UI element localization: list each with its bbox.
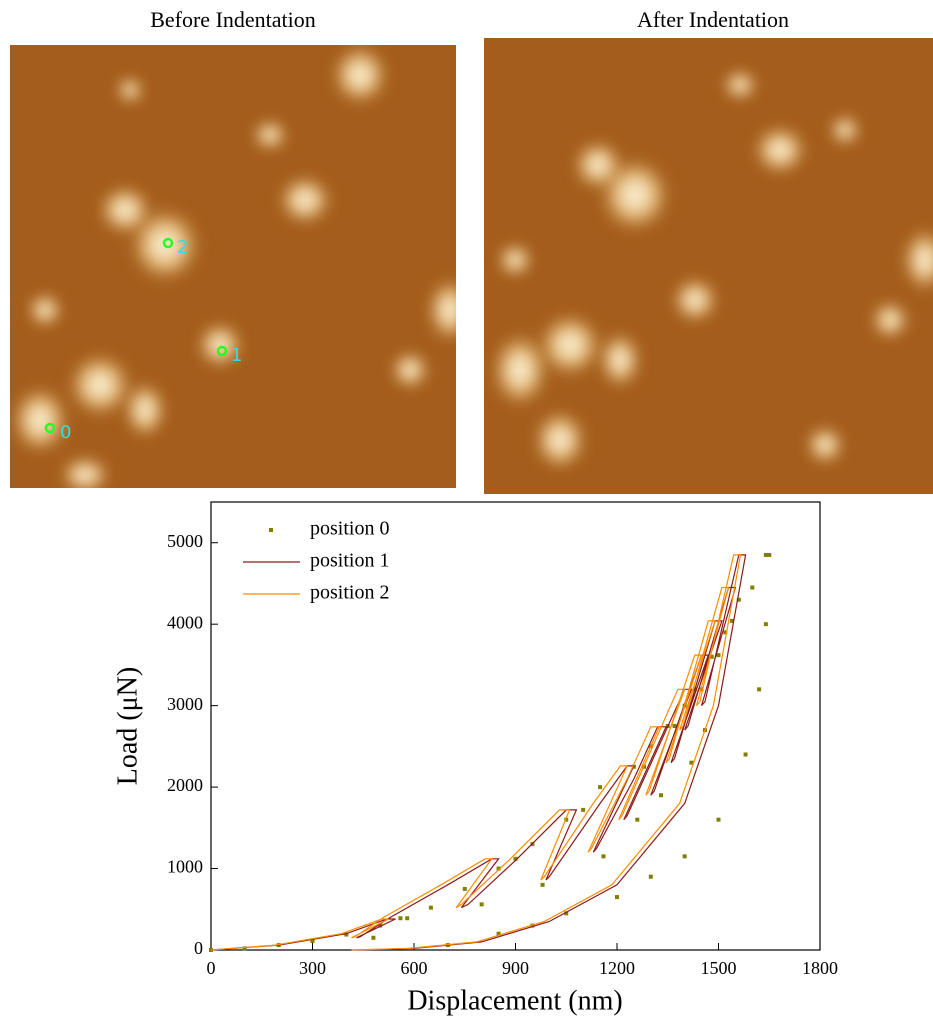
data-point [405,916,410,921]
afm-image: 0 1 2 [10,45,456,488]
x-tick-label: 1800 [802,958,838,978]
plot-frame [210,501,821,951]
data-point [648,874,653,879]
data-point [371,935,376,940]
y-tick-label: 3000 [167,694,203,714]
legend-label: position 1 [310,550,389,572]
data-point [242,946,247,951]
data-point [344,932,349,937]
y-tick-label: 5000 [167,531,203,551]
data-point [378,923,383,928]
data-point [540,882,545,887]
data-point [743,752,748,757]
data-point [564,817,569,822]
data-point [581,807,586,812]
data-point [513,856,518,861]
x-tick-label: 900 [502,958,529,978]
legend-label: position 2 [310,582,389,604]
afm-image [484,38,933,494]
data-point [462,886,467,891]
data-point [730,618,735,623]
image-title: Before Indentation [150,7,316,32]
y-tick-label: 0 [194,938,203,958]
legend-swatch [269,528,273,532]
data-point [757,687,762,692]
y-tick-label: 4000 [167,612,203,632]
data-point [716,653,721,658]
data-point [564,911,569,916]
data-line [210,554,742,951]
y-axis-label: Load (μN) [112,667,143,785]
data-point [699,687,704,692]
x-tick-label: 0 [207,958,216,978]
data-point [767,552,772,557]
data-point [496,931,501,936]
y-tick-label: 1000 [167,857,203,877]
x-axis-label: Displacement (nm) [407,985,622,1016]
data-point [615,895,619,900]
data-line [210,554,747,951]
data-point [658,793,663,798]
data-point [428,905,433,910]
data-point [682,854,687,859]
x-tick-label: 300 [299,958,326,978]
data-point [398,916,403,921]
data-point [601,854,606,859]
data-point [716,817,721,822]
data-point [723,630,728,635]
x-tick-label: 1200 [599,958,635,978]
marker-label: 2 [177,237,188,258]
data-point [750,585,755,590]
data-point [763,622,768,627]
y-tick-label: 2000 [167,775,203,795]
marker-label: 0 [60,422,71,443]
x-tick-label: 600 [401,958,428,978]
legend-label: position 0 [310,518,389,540]
data-point [672,724,677,728]
data-point [736,597,741,602]
data-point [496,866,501,871]
data-point [709,654,714,659]
data-point [598,785,603,790]
x-tick-label: 1500 [701,958,737,978]
marker-label: 1 [231,345,242,366]
data-point [635,817,640,822]
data-point [689,760,694,765]
image-title: After Indentation [637,7,789,32]
data-point [763,552,768,557]
data-point [479,902,484,907]
data-point [310,939,315,944]
